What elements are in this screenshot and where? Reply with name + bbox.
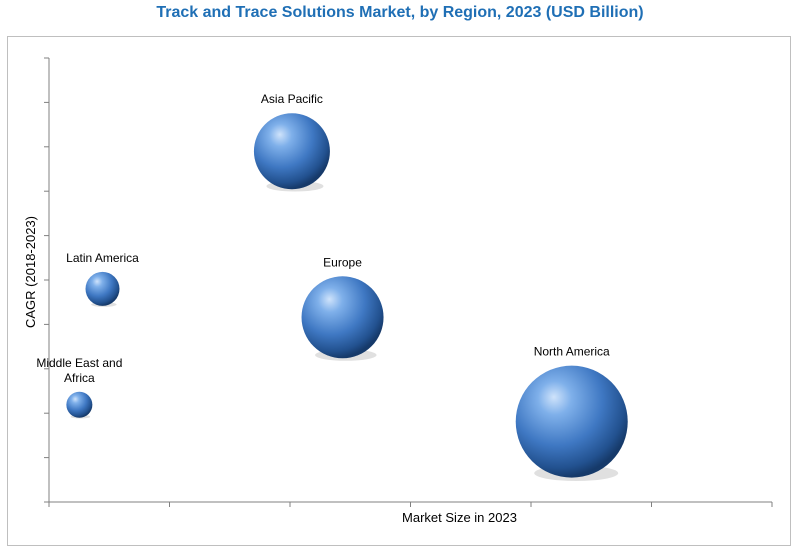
data-points: Asia Pacific Latin America Europe Middle Ea… xyxy=(36,92,628,481)
bubble-latin-america xyxy=(85,271,120,306)
label-north-america: North America xyxy=(534,345,610,359)
point-latin-america: Latin America xyxy=(66,251,139,307)
axis-labels: Market Size in 2023 CAGR (2018-2023) xyxy=(23,216,517,525)
y-axis-label: CAGR (2018-2023) xyxy=(23,216,38,328)
label-line: Europe xyxy=(323,255,362,269)
chart-area xyxy=(7,36,791,546)
axes xyxy=(44,57,773,507)
label-latin-america: Latin America xyxy=(66,251,139,265)
point-europe: Europe xyxy=(301,255,384,361)
x-axis-label: Market Size in 2023 xyxy=(402,510,517,525)
bubble-europe xyxy=(301,276,384,359)
bubble-asia-pacific xyxy=(253,113,330,190)
bubble-north-america xyxy=(515,365,628,478)
label-line: Asia Pacific xyxy=(261,92,323,106)
label-line: North America xyxy=(534,345,610,359)
chart-title: Track and Trace Solutions Market, by Reg… xyxy=(156,4,644,21)
bubble-middle-east-and-africa xyxy=(66,391,93,418)
label-line: Africa xyxy=(64,371,95,385)
point-asia-pacific: Asia Pacific xyxy=(253,92,330,192)
point-middle-east-and-africa: Middle East and Africa xyxy=(36,356,122,419)
label-middle-east-and-africa: Middle East and Africa xyxy=(36,356,122,385)
label-europe: Europe xyxy=(323,255,362,269)
label-line: Middle East and xyxy=(36,356,122,370)
point-north-america: North America xyxy=(515,345,628,481)
label-line: Latin America xyxy=(66,251,139,265)
label-asia-pacific: Asia Pacific xyxy=(261,92,323,106)
